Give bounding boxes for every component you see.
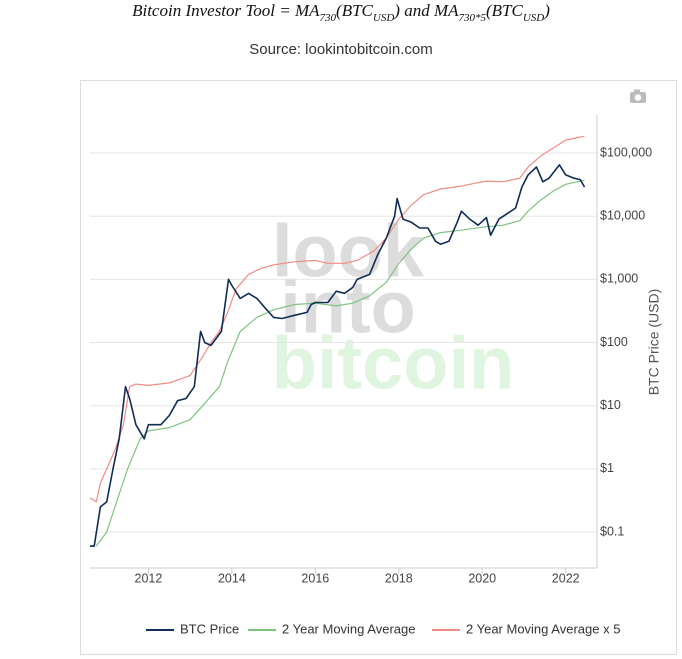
title-part: USD [523, 12, 544, 24]
series-line [89, 135, 585, 503]
y-tick-label: $0.1 [600, 524, 624, 538]
y-tick-label: $10,000 [600, 209, 645, 223]
x-tick-label: 2016 [301, 571, 329, 585]
x-tick-label: 2014 [218, 571, 246, 585]
watermark-text: bitcoin [272, 322, 515, 405]
x-tick-label: 2022 [552, 571, 580, 585]
title-part: USD [373, 12, 394, 24]
camera-icon[interactable] [630, 89, 646, 104]
y-tick-label: $1,000 [600, 272, 638, 286]
x-tick-label: 2012 [135, 571, 163, 585]
title-part: 730 [320, 12, 337, 24]
y-tick-label: $1 [600, 461, 614, 475]
chart-title: Bitcoin Investor Tool = MA730(BTCUSD) an… [132, 1, 550, 24]
title-part: (BTC [336, 1, 374, 20]
y-tick-label: $10 [600, 398, 621, 412]
watermark: look into bitcoin [272, 210, 515, 405]
title-part: 730*5 [459, 12, 487, 24]
title-part: Bitcoin Investor Tool = MA [132, 1, 320, 20]
x-tick-label: 2020 [468, 571, 496, 585]
title-part: ) and MA [393, 1, 459, 20]
watermark-text: look [272, 210, 425, 293]
title-part: (BTC [486, 1, 524, 20]
chart-subtitle: Source: lookintobitcoin.com [249, 41, 432, 58]
series-line [95, 179, 585, 547]
legend-label[interactable]: 2 Year Moving Average x 5 [466, 621, 620, 636]
chart-frame [80, 80, 677, 655]
y-axis-label: BTC Price (USD) [646, 289, 662, 396]
legend-label[interactable]: 2 Year Moving Average [282, 621, 415, 636]
title-part: ) [543, 1, 550, 20]
series-line [90, 164, 586, 547]
y-tick-label: $100 [600, 335, 628, 349]
legend-label[interactable]: BTC Price [180, 621, 239, 636]
x-tick-label: 2018 [385, 571, 413, 585]
y-tick-label: $100,000 [600, 145, 652, 159]
